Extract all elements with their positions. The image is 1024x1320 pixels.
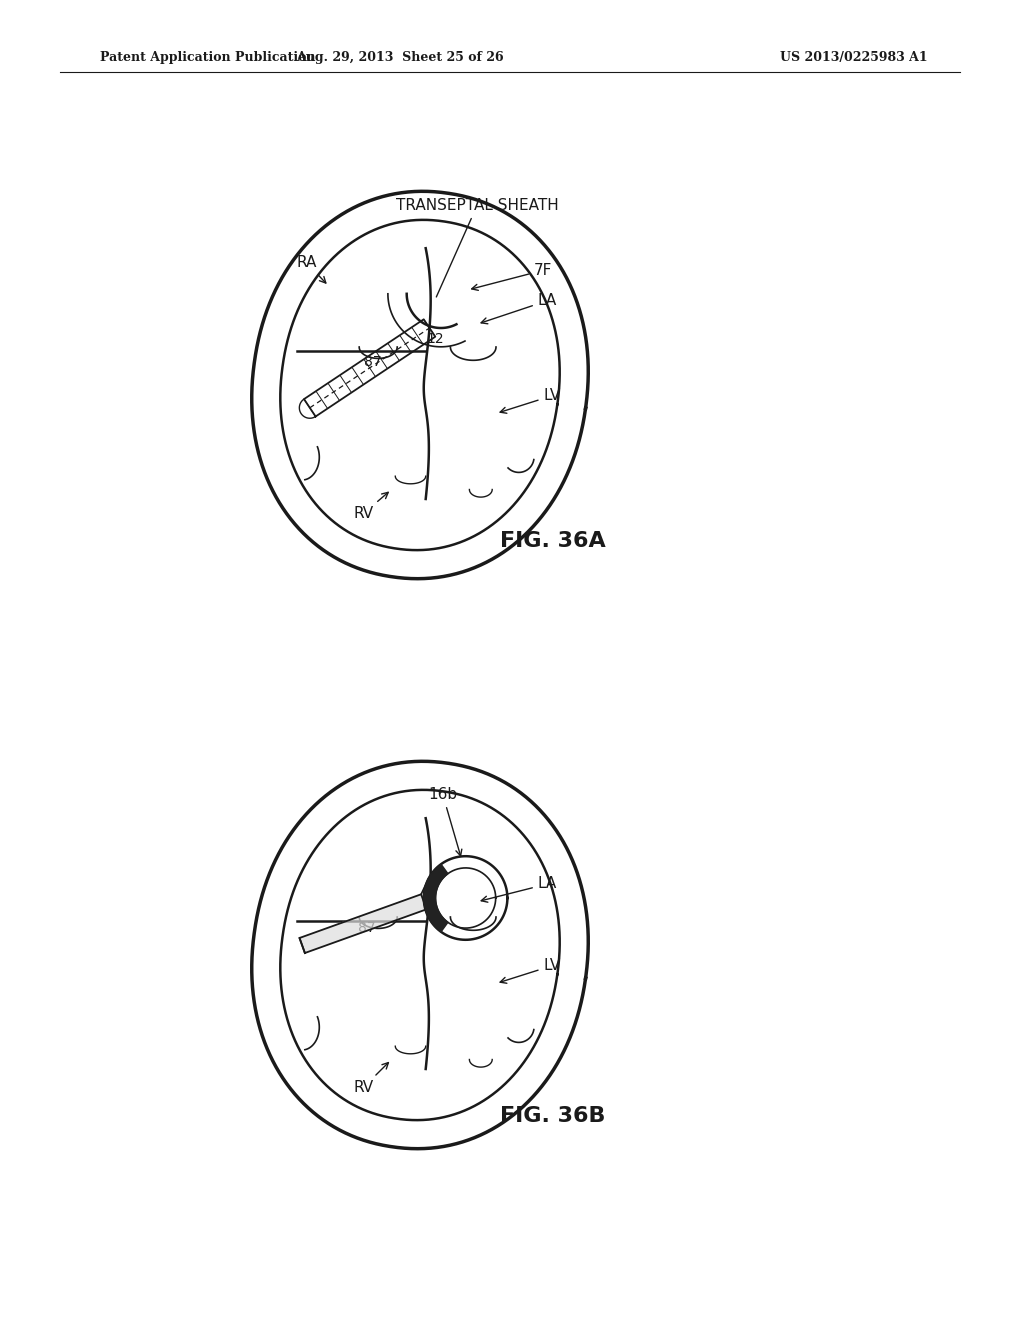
Polygon shape bbox=[424, 865, 447, 932]
Text: FIG. 36A: FIG. 36A bbox=[500, 531, 606, 550]
Text: RV: RV bbox=[353, 492, 388, 521]
Text: LA: LA bbox=[481, 293, 557, 323]
Text: 16b: 16b bbox=[428, 787, 462, 855]
Text: LV: LV bbox=[500, 388, 561, 413]
Text: RV: RV bbox=[353, 1063, 388, 1094]
Polygon shape bbox=[299, 894, 427, 953]
Text: 87: 87 bbox=[364, 355, 381, 370]
Text: 87: 87 bbox=[358, 921, 376, 935]
Text: RA: RA bbox=[297, 255, 326, 282]
Text: 12: 12 bbox=[426, 333, 444, 346]
Text: TRANSEPTAL SHEATH: TRANSEPTAL SHEATH bbox=[395, 198, 558, 297]
Text: Aug. 29, 2013  Sheet 25 of 26: Aug. 29, 2013 Sheet 25 of 26 bbox=[296, 51, 504, 65]
Text: LA: LA bbox=[481, 876, 557, 902]
Text: 7F: 7F bbox=[472, 263, 552, 290]
Text: Patent Application Publication: Patent Application Publication bbox=[100, 51, 315, 65]
Text: US 2013/0225983 A1: US 2013/0225983 A1 bbox=[780, 51, 928, 65]
Text: LV: LV bbox=[500, 958, 561, 983]
Text: FIG. 36B: FIG. 36B bbox=[501, 1106, 606, 1126]
